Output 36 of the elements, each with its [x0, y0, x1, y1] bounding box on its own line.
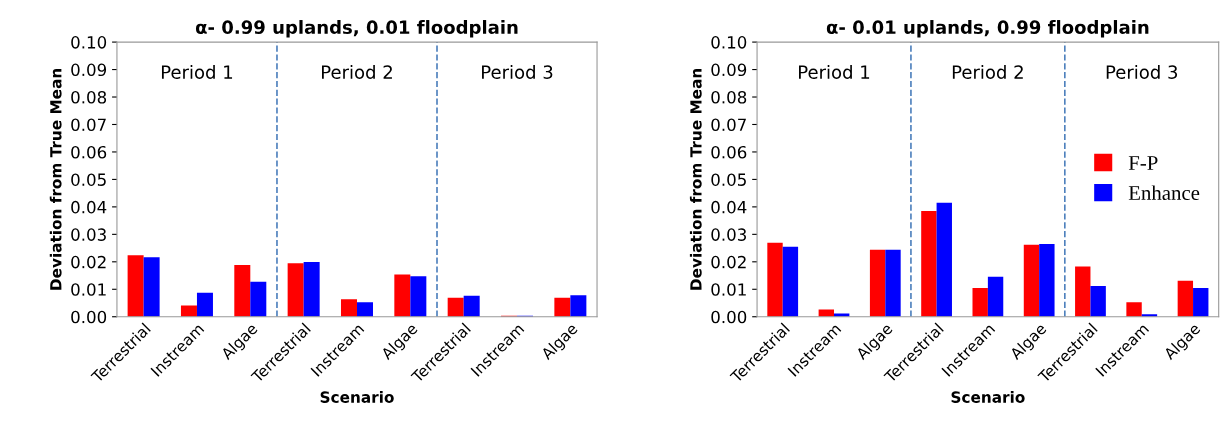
legend-label: F-P	[1128, 156, 1158, 170]
y-tick-label: 0.10	[711, 36, 747, 49]
y-axis-title: Deviation from True Mean	[689, 68, 702, 290]
y-tick-label: 0.04	[711, 200, 747, 214]
annotation: Period 1	[161, 64, 233, 79]
y-tick-label: 0.02	[71, 255, 106, 269]
y-tick-label: 0.01	[711, 283, 746, 296]
y-tick-label: 0.09	[711, 63, 747, 77]
y-tick-label: 0.06	[711, 145, 747, 159]
y-tick-label: 0.00	[71, 310, 107, 324]
y-tick-label: 0.10	[71, 36, 107, 49]
annotation: Period 2	[952, 64, 1023, 79]
x-axis-title: Scenario	[320, 391, 394, 403]
y-tick-label: 0.09	[71, 63, 107, 77]
y-tick-label: 0.06	[71, 145, 107, 159]
y-tick-label: 0.07	[71, 118, 106, 132]
y-tick-label: 0.00	[711, 310, 747, 324]
y-tick-label: 0.04	[71, 200, 107, 214]
y-tick-label: 0.01	[71, 283, 106, 296]
y-tick-label: 0.05	[71, 173, 106, 186]
annotation: Period 3	[482, 64, 553, 79]
chart-title: α- 0.99 uplands, 0.01 floodplain	[195, 20, 518, 38]
y-tick-label: 0.03	[711, 228, 747, 241]
chart-title: α- 0.01 uplands, 0.99 floodplain	[826, 20, 1149, 38]
annotation: Period 3	[1106, 64, 1178, 79]
y-tick-label: 0.02	[711, 255, 746, 269]
x-axis-title: Scenario	[951, 391, 1025, 403]
y-tick-label: 0.08	[71, 90, 107, 104]
y-tick-label: 0.08	[711, 90, 747, 104]
y-tick-label: 0.05	[711, 173, 746, 186]
y-tick-label: 0.07	[711, 118, 746, 132]
y-axis-title: Deviation from True Mean	[49, 68, 62, 290]
annotation: Period 2	[322, 64, 392, 79]
y-tick-label: 0.03	[71, 228, 106, 241]
legend-label: Enhance	[1128, 185, 1200, 201]
annotation: Period 1	[799, 64, 870, 79]
